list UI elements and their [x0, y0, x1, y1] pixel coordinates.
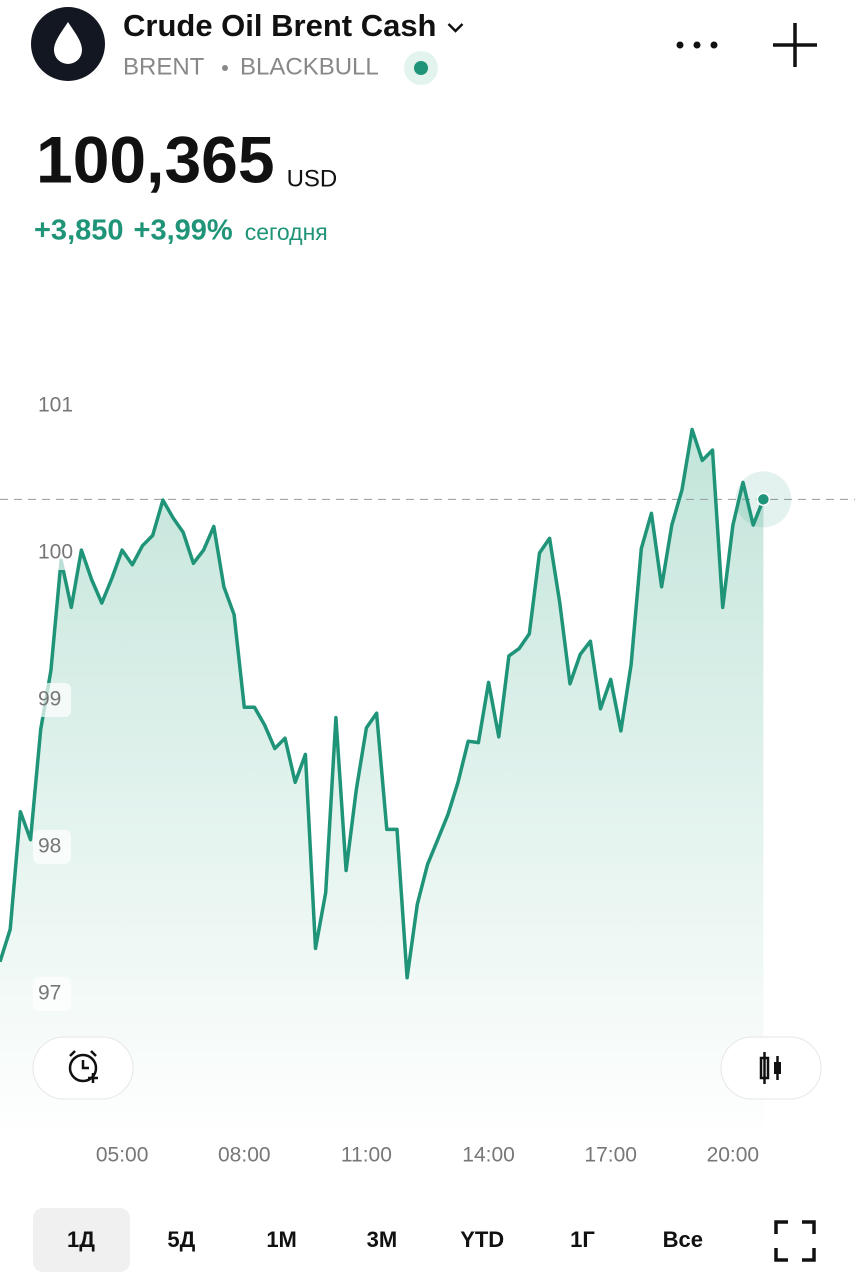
- symbol-code: BRENT: [123, 53, 205, 80]
- y-tick-label: 97: [38, 982, 61, 1005]
- last-point: [756, 492, 771, 507]
- y-tick-label: 98: [38, 835, 61, 858]
- timeframe-button[interactable]: Все: [663, 1227, 703, 1252]
- timeframe-active-bg: [33, 1208, 130, 1272]
- y-tick-label: 99: [38, 688, 61, 711]
- x-tick-label: 20:00: [707, 1144, 760, 1167]
- currency: USD: [287, 165, 338, 192]
- chart: 97 98 99 100 101 05:00 08:00 11:00 14:00 17:00 20:…: [0, 389, 855, 1167]
- chevron-icon[interactable]: [447, 23, 464, 33]
- timeframe-button[interactable]: 5Д: [167, 1227, 195, 1252]
- line: [0, 427, 766, 980]
- x-tick-label: 14:00: [462, 1144, 515, 1167]
- add-button[interactable]: [773, 23, 817, 67]
- symbol-title[interactable]: Crude Oil Brent Cash: [123, 8, 437, 43]
- y-tick-label: 100: [38, 541, 73, 564]
- y-tick-label: 101: [38, 394, 73, 417]
- x-tick-label: 05:00: [96, 1144, 149, 1167]
- timeframe-button[interactable]: 3М: [367, 1227, 398, 1252]
- broker-name: BLACKBULL: [240, 53, 379, 80]
- y-tick-bg: [33, 683, 71, 717]
- change: +3,850: [34, 215, 124, 247]
- separator-dot: [222, 65, 228, 71]
- oil-drop-icon: [54, 22, 82, 64]
- timeframe-button[interactable]: YTD: [460, 1227, 504, 1252]
- price: 100,365: [36, 122, 275, 196]
- timeframe-button[interactable]: 1Г: [570, 1227, 595, 1252]
- timeframe-button[interactable]: 1М: [266, 1227, 297, 1252]
- x-tick-label: 11:00: [341, 1144, 392, 1167]
- y-tick-bg: [33, 977, 71, 1011]
- status-dot: [414, 61, 428, 75]
- fullscreen-button[interactable]: [774, 1220, 816, 1262]
- y-tick-bg: [33, 830, 71, 864]
- y-tick-bg: [33, 536, 71, 570]
- timeframe-bar: 1Д 5Д 1М 3М YTD 1Г Все: [33, 1208, 703, 1272]
- y-tick-bg: [33, 389, 71, 423]
- change-percent: +3,99%: [134, 215, 233, 247]
- x-tick-label: 08:00: [218, 1144, 271, 1167]
- alert-button[interactable]: [32, 1036, 134, 1100]
- period: сегодня: [245, 219, 328, 245]
- chart-style-button[interactable]: [720, 1036, 822, 1100]
- more-button[interactable]: [676, 41, 718, 49]
- timeframe-button[interactable]: 1Д: [67, 1227, 95, 1252]
- x-tick-label: 17:00: [584, 1144, 637, 1167]
